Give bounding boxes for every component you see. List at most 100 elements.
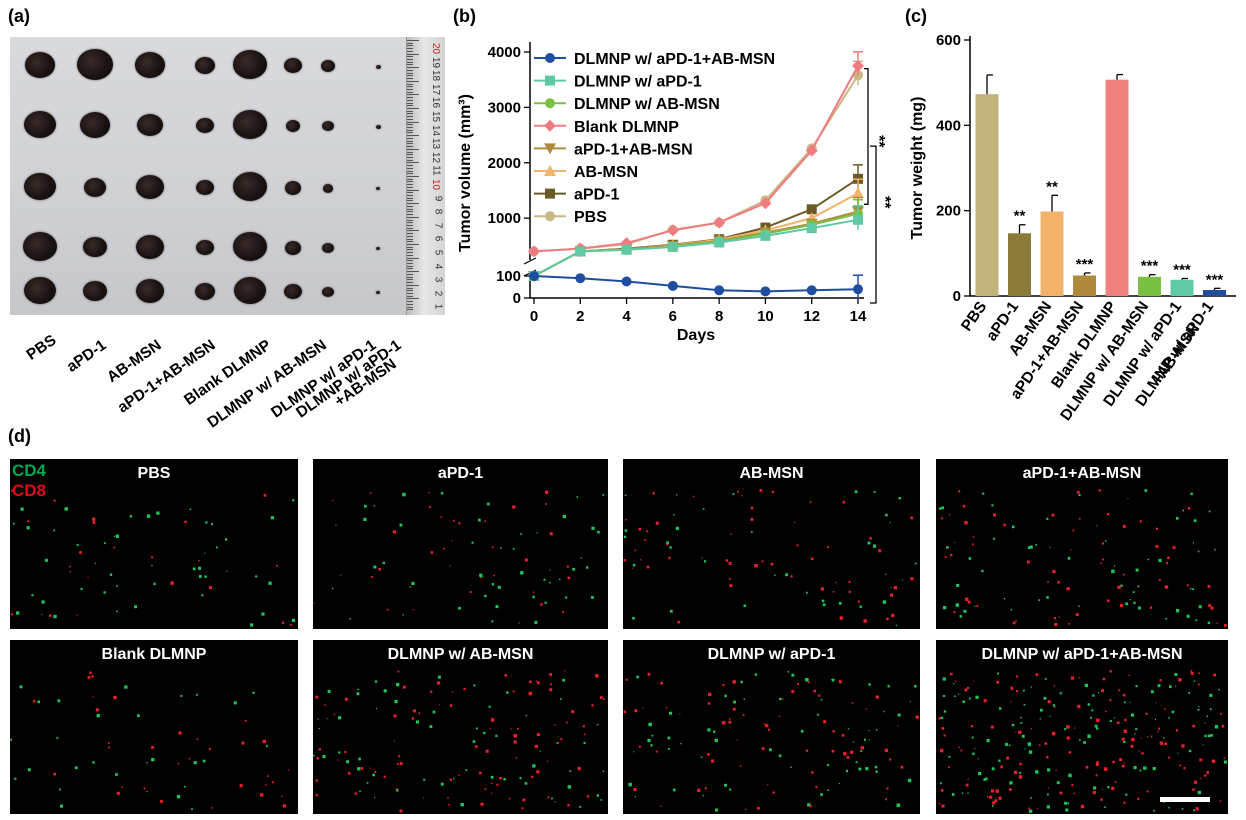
data-point <box>528 245 540 258</box>
cd8-cell <box>967 600 971 604</box>
cd8-cell <box>1015 731 1017 733</box>
cd4-cell <box>1120 584 1123 587</box>
cd4-cell <box>820 698 823 701</box>
cd8-cell <box>851 702 854 704</box>
cd4-cell <box>1067 802 1070 805</box>
cd4-cell <box>1163 801 1165 803</box>
cd4-cell <box>1029 545 1033 549</box>
cd8-cell <box>831 749 835 753</box>
micrograph-title: DLMNP w/ aPD-1 <box>707 646 836 663</box>
cd8-cell <box>170 581 174 585</box>
cd8-cell <box>835 581 837 584</box>
tumor-sample <box>80 112 110 138</box>
cd8-cell <box>692 495 695 498</box>
cd8-cell <box>1145 712 1148 715</box>
y-tick-label: 600 <box>936 32 961 49</box>
y-axis-title: Tumor weight (mg) <box>909 97 926 240</box>
cd4-cell <box>822 603 826 607</box>
ruler-tick <box>407 53 419 55</box>
cd8-cell <box>318 748 321 751</box>
cd4-cell <box>506 691 509 694</box>
cd4-cell <box>1020 716 1022 719</box>
ruler-number: 18 <box>429 70 441 82</box>
cd8-cell <box>515 757 518 759</box>
series-line <box>533 65 859 253</box>
legend-label: aPD-1 <box>574 187 619 204</box>
cd8-cell <box>964 688 968 692</box>
cd4-cell <box>1158 558 1162 563</box>
cd8-cell <box>1102 677 1106 681</box>
tumor-sample <box>196 180 214 196</box>
data-point <box>575 273 586 284</box>
cd4-cell <box>968 557 972 560</box>
cd4-cell <box>624 494 627 497</box>
cd4-cell <box>666 541 669 545</box>
micrograph-dots <box>10 671 290 811</box>
cd8-cell <box>1159 741 1164 745</box>
cd8-cell <box>940 748 944 753</box>
cd8-cell <box>540 603 543 606</box>
cd4-cell <box>549 581 551 584</box>
cd8-cell <box>857 600 860 603</box>
cd4-cell <box>1104 806 1106 808</box>
cd8-cell <box>1131 737 1135 742</box>
cd8-cell <box>536 770 540 774</box>
cd8-cell <box>544 490 549 494</box>
cd8-cell <box>1059 791 1063 795</box>
cd4-cell <box>1223 760 1227 764</box>
cd8-cell <box>994 799 998 803</box>
cd8-cell <box>729 718 731 720</box>
cd4-cell <box>600 799 603 801</box>
cd4-cell <box>1163 737 1165 739</box>
cd4-cell <box>1087 734 1091 738</box>
cd8-cell <box>557 742 560 744</box>
tumor-sample <box>83 237 107 258</box>
ruler-tick <box>407 94 419 96</box>
cd4-cell <box>647 738 651 743</box>
ruler-tick <box>407 83 413 85</box>
cd4-cell <box>551 797 553 800</box>
cd4-cell <box>785 573 788 577</box>
cd8-cell <box>1080 804 1085 809</box>
tumor-sample <box>233 110 267 139</box>
cd8-cell <box>953 611 956 614</box>
ruler-number: 17 <box>429 83 441 95</box>
cd4-cell <box>1023 689 1025 692</box>
cd4-cell <box>983 778 986 781</box>
photo-group-label: PBS <box>23 331 60 364</box>
cd8-cell <box>262 739 266 744</box>
cd4-cell <box>10 738 12 741</box>
cd8-cell <box>315 695 319 699</box>
micrograph-title: AB-MSN <box>739 465 804 482</box>
cd4-cell <box>80 588 83 590</box>
photo-group-label: aPD-1 <box>63 336 110 376</box>
cd4-cell <box>576 496 579 498</box>
cd8-cell <box>177 762 180 765</box>
cd8-cell <box>655 750 658 753</box>
cd4-cell <box>648 722 652 727</box>
cd8-cell <box>1103 767 1108 771</box>
cd8-cell <box>524 558 528 562</box>
cd8-cell <box>890 593 894 597</box>
ruler-tick <box>407 146 413 148</box>
cd8-cell <box>49 614 52 617</box>
ruler-number: 11 <box>430 165 442 177</box>
cd4-cell <box>954 695 956 697</box>
cd8-cell <box>965 783 969 787</box>
cd4-cell <box>1147 736 1149 738</box>
cd8-cell <box>910 577 914 581</box>
legend-entry: aPD-1+AB-MSN <box>534 141 693 158</box>
cd8-cell <box>1221 724 1225 728</box>
cd8-cell <box>1102 558 1105 561</box>
cd8-cell <box>782 698 784 700</box>
ruler-tick <box>407 72 413 74</box>
cd8-cell <box>393 714 397 718</box>
ruler-tick <box>407 165 413 167</box>
tumor-sample <box>25 52 55 78</box>
cd8-cell <box>889 758 892 761</box>
cd4-cell <box>826 764 829 767</box>
cd4-cell <box>1186 614 1190 618</box>
cd4-cell <box>632 616 635 620</box>
cd8-cell <box>151 556 154 559</box>
cd8-cell <box>1190 671 1194 675</box>
